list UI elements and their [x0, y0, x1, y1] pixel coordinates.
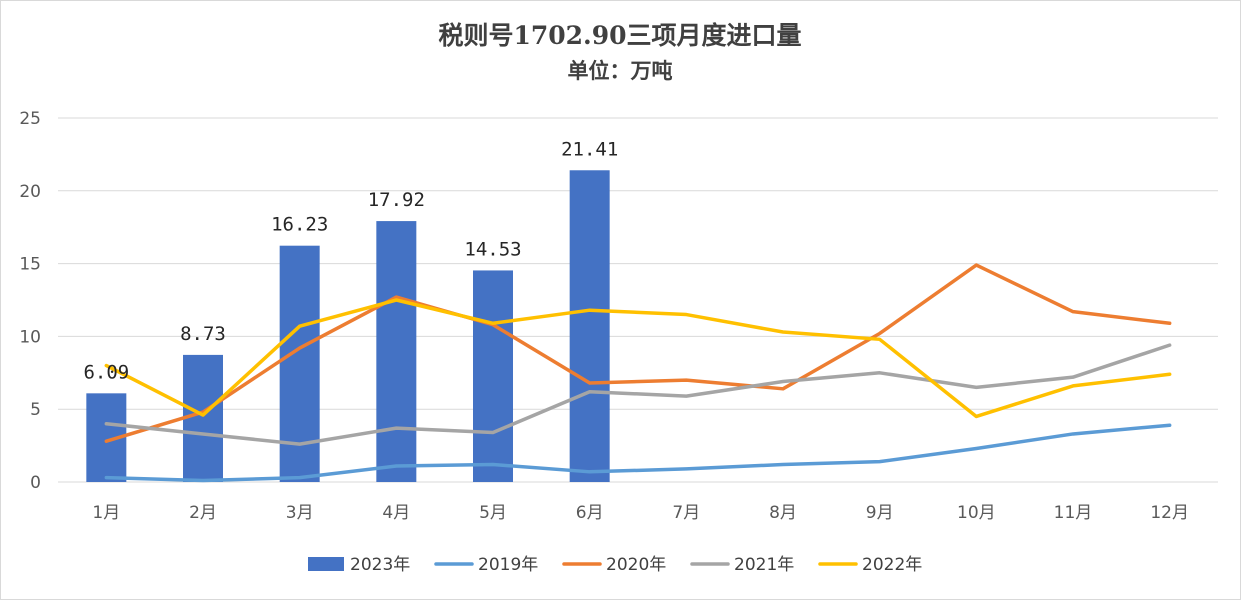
x-axis: 1月 2月 3月 4月 5月 6月 7月 8月 9月 10月 11月 12月 [92, 503, 1189, 523]
y-tick-label: 0 [30, 473, 41, 493]
y-axis: 0 5 10 15 20 25 [19, 109, 41, 493]
bar [279, 245, 320, 482]
x-tick-label: 8月 [769, 503, 797, 523]
bar [473, 270, 513, 482]
line-series [104, 298, 1172, 419]
legend-label: 2020年 [606, 555, 666, 575]
bar-data-label: 16.23 [271, 214, 328, 236]
y-tick-label: 25 [19, 109, 41, 129]
legend-swatch-bar [308, 557, 344, 571]
x-tick-label: 9月 [866, 503, 894, 523]
line-series [104, 423, 1172, 483]
legend-label: 2019年 [478, 555, 538, 575]
y-tick-label: 15 [19, 255, 41, 275]
x-tick-label: 1月 [92, 503, 120, 523]
bar [569, 170, 610, 483]
bar-labels-group: 6.09 8.73 16.23 17.92 14.53 21.41 [83, 138, 618, 383]
bar-data-label: 6.09 [83, 361, 129, 383]
legend-label: 2023年 [350, 555, 410, 575]
chart-title: 税则号1702.90三项月度进口量 [438, 21, 801, 50]
x-tick-label: 6月 [576, 503, 604, 523]
bar-data-label: 21.41 [561, 138, 618, 160]
line-series-group [104, 263, 1172, 483]
x-tick-label: 12月 [1150, 503, 1189, 523]
bar-data-label: 14.53 [464, 238, 521, 260]
y-tick-label: 20 [19, 182, 41, 202]
x-tick-label: 5月 [479, 503, 507, 523]
legend: 2023年 2019年 2020年 2021年 2022年 [308, 555, 922, 575]
chart-subtitle: 单位：万吨 [568, 58, 673, 83]
x-tick-label: 11月 [1054, 503, 1093, 523]
y-tick-label: 10 [19, 327, 41, 347]
line-series [104, 263, 1172, 443]
line-series [104, 343, 1172, 446]
y-tick-label: 5 [30, 400, 41, 420]
x-tick-label: 7月 [672, 503, 700, 523]
legend-label: 2022年 [862, 555, 922, 575]
legend-label: 2021年 [734, 555, 794, 575]
x-tick-label: 3月 [286, 503, 314, 523]
bar [183, 354, 223, 482]
bar-data-label: 8.73 [180, 323, 226, 345]
bar [376, 221, 417, 483]
bar-series-group [86, 170, 610, 483]
gridlines [58, 117, 1218, 483]
bar-data-label: 17.92 [368, 189, 425, 211]
x-tick-label: 10月 [957, 503, 996, 523]
x-tick-label: 2月 [189, 503, 217, 523]
x-tick-label: 4月 [382, 503, 410, 523]
